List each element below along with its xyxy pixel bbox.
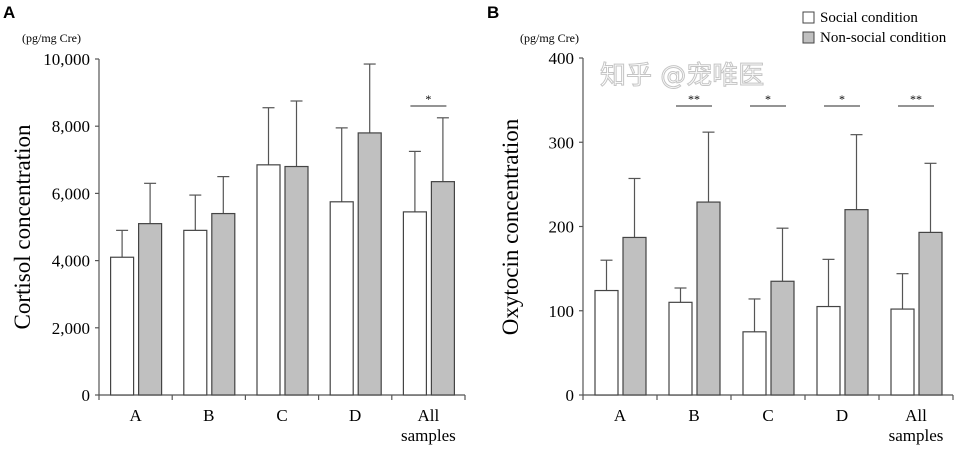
bar-social	[256, 164, 281, 396]
x-tick-label: B	[688, 406, 699, 425]
y-unit-label: (pg/mg Cre)	[520, 31, 579, 45]
watermark: 知乎 @宠唯医	[600, 61, 764, 91]
bar-non-social	[622, 236, 647, 396]
bar-social	[742, 331, 767, 396]
bar-non-social	[844, 209, 869, 396]
y-tick-label: 400	[549, 49, 575, 68]
x-tick-label-line: All	[905, 406, 927, 425]
bar-social	[183, 229, 208, 396]
significance-marker: *	[425, 92, 431, 106]
bar-social	[109, 256, 135, 396]
bar-social	[816, 305, 841, 396]
y-tick-label: 0	[566, 386, 575, 405]
bar-non-social	[696, 201, 721, 396]
x-tick-label: C	[276, 406, 287, 425]
significance-marker: **	[910, 92, 922, 106]
bar-non-social	[918, 231, 943, 396]
bar-non-social	[357, 132, 382, 396]
y-unit-label: (pg/mg Cre)	[22, 31, 81, 45]
significance-marker: **	[688, 92, 700, 106]
bar-non-social	[138, 223, 163, 396]
bar-social	[402, 211, 427, 396]
legend-label: Non-social condition	[820, 30, 947, 46]
y-tick-label: 200	[549, 218, 575, 237]
y-tick-label: 0	[82, 386, 91, 405]
bar-social	[890, 308, 915, 396]
x-tick-label: All samples	[401, 406, 456, 445]
legend-swatch	[802, 11, 815, 24]
x-tick-label-line: samples	[889, 426, 944, 445]
legend-swatch	[802, 31, 815, 44]
x-tick-label-line: samples	[401, 426, 456, 445]
bar-non-social	[211, 212, 236, 396]
panel-letter: A	[3, 3, 15, 22]
x-tick-label: A	[129, 406, 142, 425]
y-tick-label: 2,000	[52, 319, 90, 338]
x-tick-label-line: All	[418, 406, 440, 425]
bar-social	[594, 289, 619, 396]
y-tick-label: 8,000	[52, 117, 90, 136]
bar-non-social	[770, 280, 795, 396]
y-tick-label: 4,000	[52, 252, 90, 271]
x-tick-label: All samples	[889, 406, 944, 445]
x-tick-label: A	[614, 406, 627, 425]
y-axis-label: Cortisol concentration	[10, 124, 35, 330]
bar-social	[668, 301, 693, 396]
x-tick-label: D	[836, 406, 848, 425]
bar-non-social	[430, 181, 455, 396]
y-axis-label: Oxytocin concentration	[498, 118, 523, 335]
y-tick-label: 6,000	[52, 184, 90, 203]
bar-social	[329, 201, 354, 396]
y-tick-label: 100	[549, 302, 575, 321]
y-tick-label: 10,000	[43, 50, 90, 69]
significance-marker: *	[839, 92, 845, 106]
panel-letter: B	[487, 3, 499, 22]
legend-label: Social condition	[820, 10, 918, 26]
significance-marker: *	[765, 92, 771, 106]
y-tick-label: 300	[549, 133, 575, 152]
x-tick-label: D	[349, 406, 361, 425]
x-tick-label: B	[203, 406, 214, 425]
x-tick-label: C	[762, 406, 773, 425]
bar-non-social	[284, 165, 309, 396]
